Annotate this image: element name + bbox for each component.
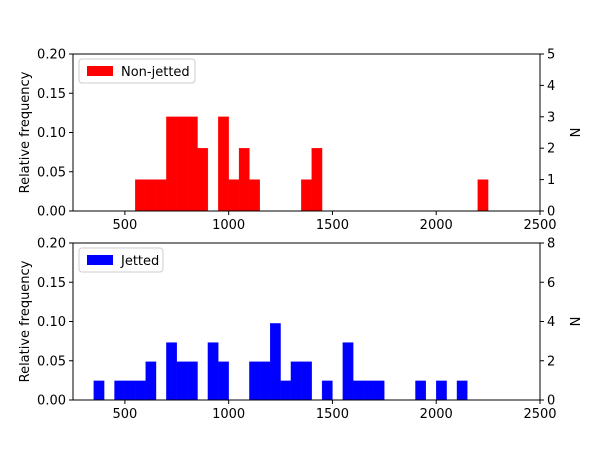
legend: Non-jetted bbox=[78, 58, 196, 84]
legend-box bbox=[78, 58, 196, 84]
y-tick-label: 0.20 bbox=[37, 48, 66, 63]
bar-850 bbox=[197, 148, 209, 212]
bar-2100 bbox=[456, 380, 468, 401]
bar-550 bbox=[135, 179, 146, 212]
y-tick-label: 0.00 bbox=[37, 205, 66, 220]
y-tick-label: 0.20 bbox=[37, 237, 66, 252]
y-right-tick-label: 0 bbox=[547, 394, 555, 409]
x-tick-label: 2000 bbox=[420, 218, 453, 233]
y-tick-label: 0.05 bbox=[37, 354, 66, 369]
bar-750 bbox=[176, 116, 188, 212]
bar-550 bbox=[135, 380, 146, 401]
x-tick-label: 2000 bbox=[420, 407, 453, 422]
bar-1100 bbox=[249, 361, 260, 401]
bar-500 bbox=[124, 380, 136, 401]
y-right-tick-label: 1 bbox=[547, 173, 555, 188]
legend-label: Non-jetted bbox=[121, 65, 190, 80]
bar-800 bbox=[187, 361, 198, 401]
bar-1100 bbox=[249, 179, 260, 212]
bar-600 bbox=[145, 179, 157, 212]
y-tick-label: 0.15 bbox=[37, 87, 66, 102]
y-right-tick-label: 6 bbox=[547, 276, 555, 291]
y-right-tick-label: 2 bbox=[547, 142, 555, 157]
bar-1050 bbox=[238, 148, 250, 212]
bar-900 bbox=[207, 342, 219, 401]
bar-1350 bbox=[301, 179, 312, 212]
non-jetted-panel: 500 1000 1500 2000 2500 0.00 0.05 0.10 0.15 0.20 0… bbox=[18, 48, 581, 234]
jetted-panel: 500 1000 1500 2000 2500 0.00 0.05 0.10 0.15 0.20 0… bbox=[18, 237, 581, 423]
y-right-axis-title: N bbox=[566, 128, 581, 138]
bar-1400 bbox=[311, 148, 323, 212]
bar-1450 bbox=[321, 380, 333, 401]
x-tick-label: 2500 bbox=[523, 218, 556, 233]
bar-1250 bbox=[280, 380, 292, 401]
bar-600 bbox=[145, 361, 157, 401]
bar-950 bbox=[218, 361, 229, 401]
y-tick-label: 0.05 bbox=[37, 165, 66, 180]
bar-1650 bbox=[363, 380, 375, 401]
bar-650 bbox=[155, 179, 167, 212]
bar-1150 bbox=[259, 361, 271, 401]
y-tick-label: 0.10 bbox=[37, 315, 66, 330]
y-right-tick-label: 3 bbox=[547, 110, 555, 125]
bar-450 bbox=[114, 380, 126, 401]
bar-1000 bbox=[228, 179, 240, 212]
bar-800 bbox=[187, 116, 198, 212]
bar-350 bbox=[93, 380, 105, 401]
legend-box bbox=[78, 247, 164, 273]
bar-1550 bbox=[342, 342, 354, 401]
y-right-tick-label: 2 bbox=[547, 354, 555, 369]
bar-1300 bbox=[290, 361, 302, 401]
bar-1350 bbox=[301, 361, 312, 401]
legend-swatch bbox=[87, 66, 113, 76]
x-tick-label: 1000 bbox=[212, 218, 245, 233]
y-tick-label: 0.15 bbox=[37, 276, 66, 291]
bar-1200 bbox=[270, 323, 281, 401]
bar-750 bbox=[176, 361, 188, 401]
y-right-axis-title: N bbox=[566, 317, 581, 327]
bar-1900 bbox=[415, 380, 426, 401]
bar-1600 bbox=[353, 380, 364, 401]
y-right-tick-label: 4 bbox=[547, 315, 555, 330]
bar-700 bbox=[166, 342, 177, 401]
bar-2200 bbox=[477, 179, 489, 212]
y-right-tick-label: 0 bbox=[547, 205, 555, 220]
y-right-tick-label: 4 bbox=[547, 79, 555, 94]
y-axis-title: Relative frequency bbox=[18, 71, 33, 193]
y-tick-label: 0.00 bbox=[37, 394, 66, 409]
legend: Jetted bbox=[78, 247, 164, 273]
bar-1700 bbox=[373, 380, 385, 401]
x-tick-label: 1000 bbox=[212, 407, 245, 422]
x-tick-label: 1500 bbox=[316, 407, 349, 422]
y-right-tick-label: 5 bbox=[547, 48, 555, 63]
x-tick-label: 500 bbox=[112, 407, 137, 422]
bar-2000 bbox=[436, 380, 447, 401]
y-right-tick-label: 8 bbox=[547, 237, 555, 252]
x-tick-label: 2500 bbox=[523, 407, 556, 422]
bar-700 bbox=[166, 116, 177, 212]
y-axis-title: Relative frequency bbox=[18, 260, 33, 382]
y-tick-label: 0.10 bbox=[37, 126, 66, 141]
legend-label: Jetted bbox=[120, 254, 159, 269]
x-tick-label: 1500 bbox=[316, 218, 349, 233]
x-tick-label: 500 bbox=[112, 218, 137, 233]
bar-950 bbox=[218, 116, 229, 212]
legend-swatch bbox=[87, 255, 113, 265]
